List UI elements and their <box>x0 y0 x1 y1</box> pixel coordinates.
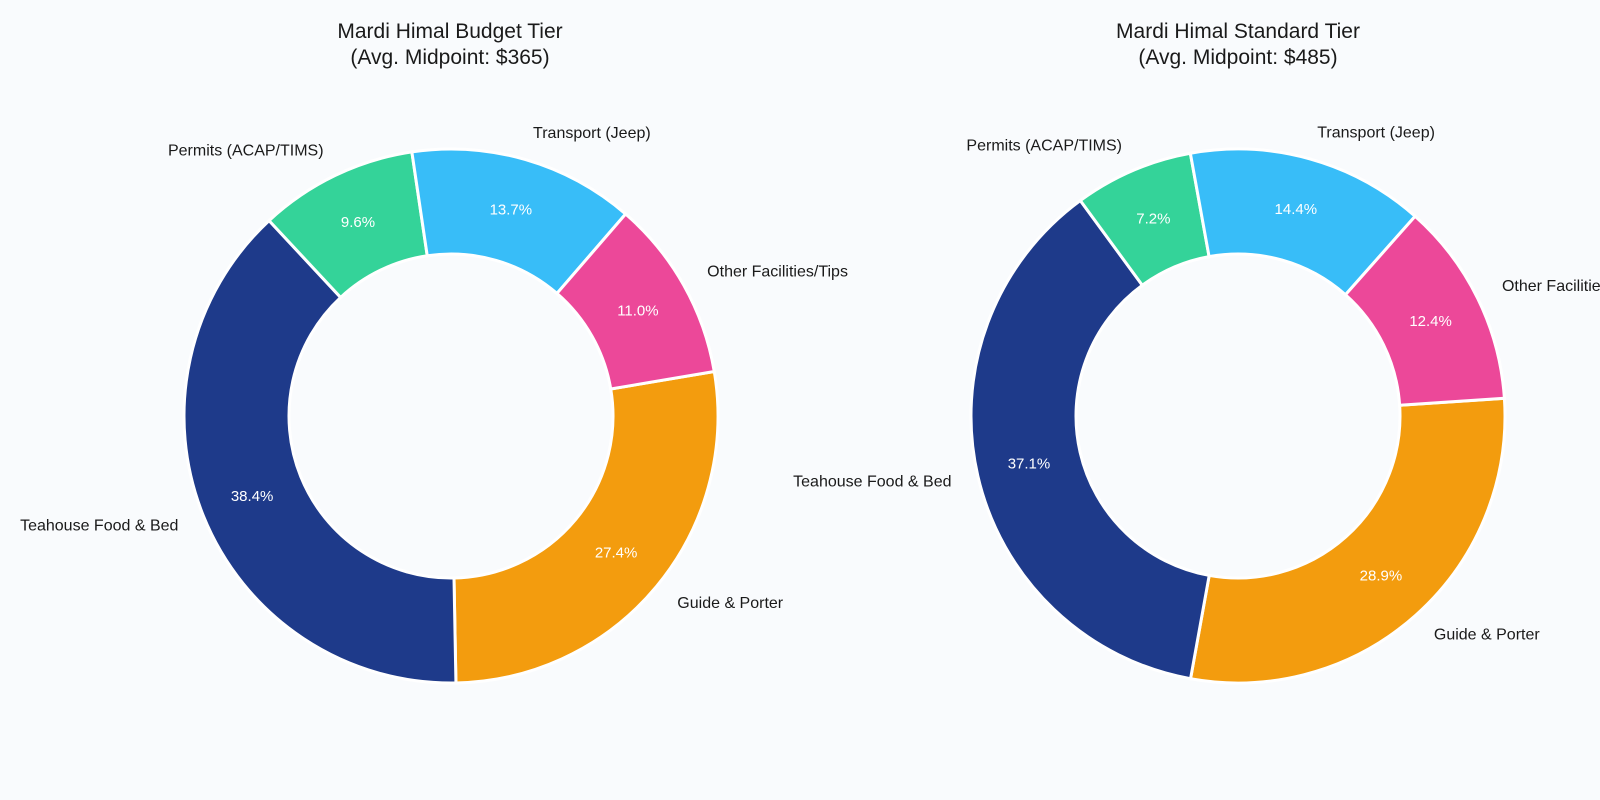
slice-teahouse-food-bed <box>969 198 1211 681</box>
chart-subtitle: (Avg. Midpoint: $485) <box>1138 46 1337 69</box>
slice-category-label: Guide & Porter <box>677 595 784 612</box>
slice-category-label: Teahouse Food & Bed <box>793 474 951 491</box>
slice-other-facilities-tips <box>554 211 716 391</box>
slice-category-label: Transport (Jeep) <box>1317 124 1435 141</box>
slice-percent-label: 11.0% <box>617 302 658 319</box>
slice-teahouse-food-bed <box>182 218 458 685</box>
slice-percent-label: 38.4% <box>231 488 274 505</box>
slice-percent-label: 28.9% <box>1360 567 1403 584</box>
chart-subtitle: (Avg. Midpoint: $365) <box>350 46 549 69</box>
slice-percent-label: 14.4% <box>1275 201 1318 218</box>
slice-percent-label: 27.4% <box>595 544 638 561</box>
standard-tier-donut: 28.9% Guide & Porter 37.1% Teahouse Food & … <box>793 124 1600 685</box>
slice-category-label: Guide & Porter <box>1434 627 1541 644</box>
slice-category-label: Teahouse Food & Bed <box>20 518 178 535</box>
budget-tier-donut: 27.4% Guide & Porter 38.4% Teahouse Food & … <box>20 125 848 685</box>
slice-percent-label: 7.2% <box>1136 210 1170 227</box>
slice-guide-porter <box>1188 396 1507 685</box>
slice-percent-label: 13.7% <box>490 202 533 219</box>
slice-percent-label: 37.1% <box>1008 456 1051 473</box>
chart-title: Mardi Himal Budget Tier <box>337 20 562 43</box>
slice-category-label: Other Facilities/Tips <box>1502 278 1600 295</box>
chart-title: Mardi Himal Standard Tier <box>1116 20 1360 43</box>
slice-percent-label: 9.6% <box>341 214 375 231</box>
budget-tier-chart: Mardi Himal Budget Tier (Avg. Midpoint: … <box>20 20 848 685</box>
slice-category-label: Permits (ACAP/TIMS) <box>966 137 1122 154</box>
slice-guide-porter <box>452 369 720 685</box>
slice-percent-label: 12.4% <box>1409 313 1452 330</box>
slice-category-label: Other Facilities/Tips <box>707 263 848 280</box>
slice-category-label: Transport (Jeep) <box>533 125 651 142</box>
slice-other-facilities-tips <box>1343 214 1507 407</box>
slice-category-label: Permits (ACAP/TIMS) <box>168 143 324 160</box>
standard-tier-chart: Mardi Himal Standard Tier (Avg. Midpoint… <box>793 20 1600 685</box>
